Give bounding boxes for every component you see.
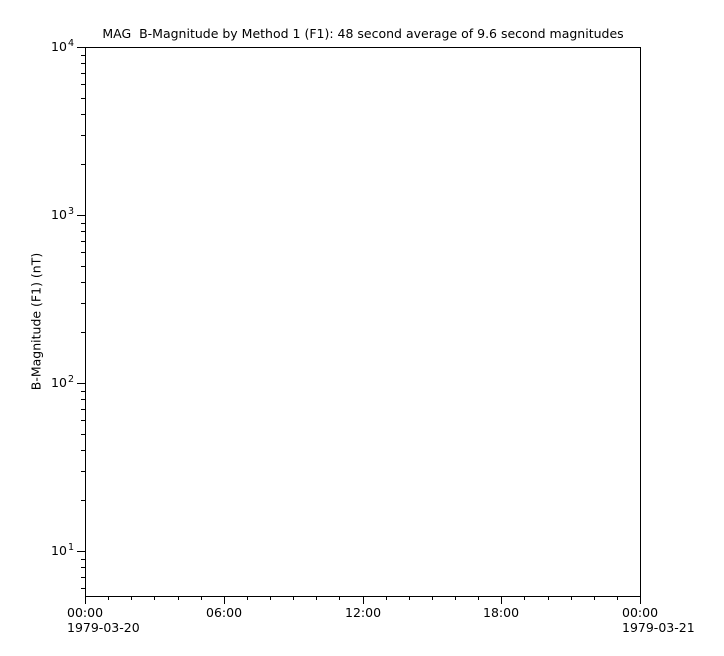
y-tick-label: 103 bbox=[18, 206, 74, 226]
x-tick-time: 12:00 bbox=[345, 605, 382, 620]
x-tick-label: 18:00 bbox=[483, 605, 520, 621]
y-axis-minor-tick bbox=[81, 84, 85, 85]
x-axis-minor-tick bbox=[131, 596, 132, 600]
y-tick-label: 101 bbox=[18, 542, 74, 562]
y-axis-minor-tick bbox=[81, 241, 85, 242]
x-axis-major-tick bbox=[85, 596, 86, 604]
chart-title: MAG B-Magnitude by Method 1 (F1): 48 sec… bbox=[102, 26, 624, 41]
y-axis-minor-tick bbox=[81, 450, 85, 451]
x-axis-major-tick bbox=[501, 596, 502, 604]
y-axis-minor-tick bbox=[81, 471, 85, 472]
y-axis-minor-tick bbox=[81, 164, 85, 165]
x-axis-minor-tick bbox=[524, 596, 525, 600]
x-axis-major-tick bbox=[224, 596, 225, 604]
y-axis-minor-tick bbox=[81, 135, 85, 136]
y-axis-major-tick bbox=[77, 215, 85, 216]
y-axis-major-tick bbox=[77, 47, 85, 48]
y-axis-minor-tick bbox=[81, 63, 85, 64]
x-tick-date: 1979-03-20 bbox=[67, 619, 140, 635]
x-axis-minor-tick bbox=[594, 596, 595, 600]
y-axis-major-tick bbox=[77, 383, 85, 384]
y-axis-minor-tick bbox=[81, 500, 85, 501]
x-axis-minor-tick bbox=[339, 596, 340, 600]
y-tick-exponent: 3 bbox=[67, 206, 74, 217]
x-tick-date: 1979-03-21 bbox=[622, 619, 695, 635]
y-axis-minor-tick bbox=[81, 223, 85, 224]
x-axis-major-tick bbox=[640, 596, 641, 604]
y-tick-label: 102 bbox=[18, 374, 74, 394]
y-axis-minor-tick bbox=[81, 409, 85, 410]
y-axis-minor-tick bbox=[81, 567, 85, 568]
y-tick-label: 104 bbox=[18, 38, 74, 58]
y-axis-minor-tick bbox=[81, 252, 85, 253]
x-tick-time: 00:00 bbox=[622, 605, 659, 620]
plot-area bbox=[85, 47, 641, 597]
y-axis-minor-tick bbox=[81, 391, 85, 392]
x-axis-major-tick bbox=[363, 596, 364, 604]
y-tick-mantissa: 10 bbox=[51, 375, 67, 390]
y-axis-minor-tick bbox=[81, 282, 85, 283]
x-axis-minor-tick bbox=[270, 596, 271, 600]
y-tick-mantissa: 10 bbox=[51, 207, 67, 222]
x-axis-minor-tick bbox=[154, 596, 155, 600]
y-axis-minor-tick bbox=[81, 98, 85, 99]
x-axis-minor-tick bbox=[455, 596, 456, 600]
x-axis-minor-tick bbox=[178, 596, 179, 600]
y-axis-minor-tick bbox=[81, 266, 85, 267]
x-axis-minor-tick bbox=[548, 596, 549, 600]
x-axis-minor-tick bbox=[316, 596, 317, 600]
x-axis-minor-tick bbox=[386, 596, 387, 600]
x-tick-time: 18:00 bbox=[483, 605, 520, 620]
y-axis-minor-tick bbox=[81, 559, 85, 560]
y-tick-exponent: 1 bbox=[67, 542, 74, 553]
y-axis-minor-tick bbox=[81, 114, 85, 115]
x-axis-minor-tick bbox=[571, 596, 572, 600]
x-tick-label: 00:00 1979-03-20 bbox=[67, 605, 140, 635]
y-axis-minor-tick bbox=[81, 73, 85, 74]
y-axis-minor-tick bbox=[81, 303, 85, 304]
y-axis-minor-tick bbox=[81, 434, 85, 435]
x-axis-minor-tick bbox=[409, 596, 410, 600]
x-axis-minor-tick bbox=[478, 596, 479, 600]
x-axis-minor-tick bbox=[293, 596, 294, 600]
x-axis-minor-tick bbox=[108, 596, 109, 600]
y-axis-minor-tick bbox=[81, 55, 85, 56]
y-tick-exponent: 4 bbox=[67, 38, 74, 49]
x-tick-time: 06:00 bbox=[206, 605, 243, 620]
y-axis-minor-tick bbox=[81, 577, 85, 578]
y-axis-minor-tick bbox=[81, 588, 85, 589]
y-tick-mantissa: 10 bbox=[51, 543, 67, 558]
x-tick-label: 00:00 1979-03-21 bbox=[622, 605, 695, 635]
x-tick-label: 06:00 bbox=[206, 605, 243, 621]
y-axis-minor-tick bbox=[81, 420, 85, 421]
x-tick-time: 00:00 bbox=[67, 605, 104, 620]
y-axis-major-tick bbox=[77, 551, 85, 552]
y-tick-exponent: 2 bbox=[67, 374, 74, 385]
x-axis-minor-tick bbox=[432, 596, 433, 600]
x-axis-minor-tick bbox=[247, 596, 248, 600]
x-axis-minor-tick bbox=[617, 596, 618, 600]
y-axis-minor-tick bbox=[81, 332, 85, 333]
y-axis-minor-tick bbox=[81, 399, 85, 400]
y-axis-minor-tick bbox=[81, 231, 85, 232]
x-tick-label: 12:00 bbox=[345, 605, 382, 621]
x-axis-minor-tick bbox=[201, 596, 202, 600]
y-tick-mantissa: 10 bbox=[51, 39, 67, 54]
